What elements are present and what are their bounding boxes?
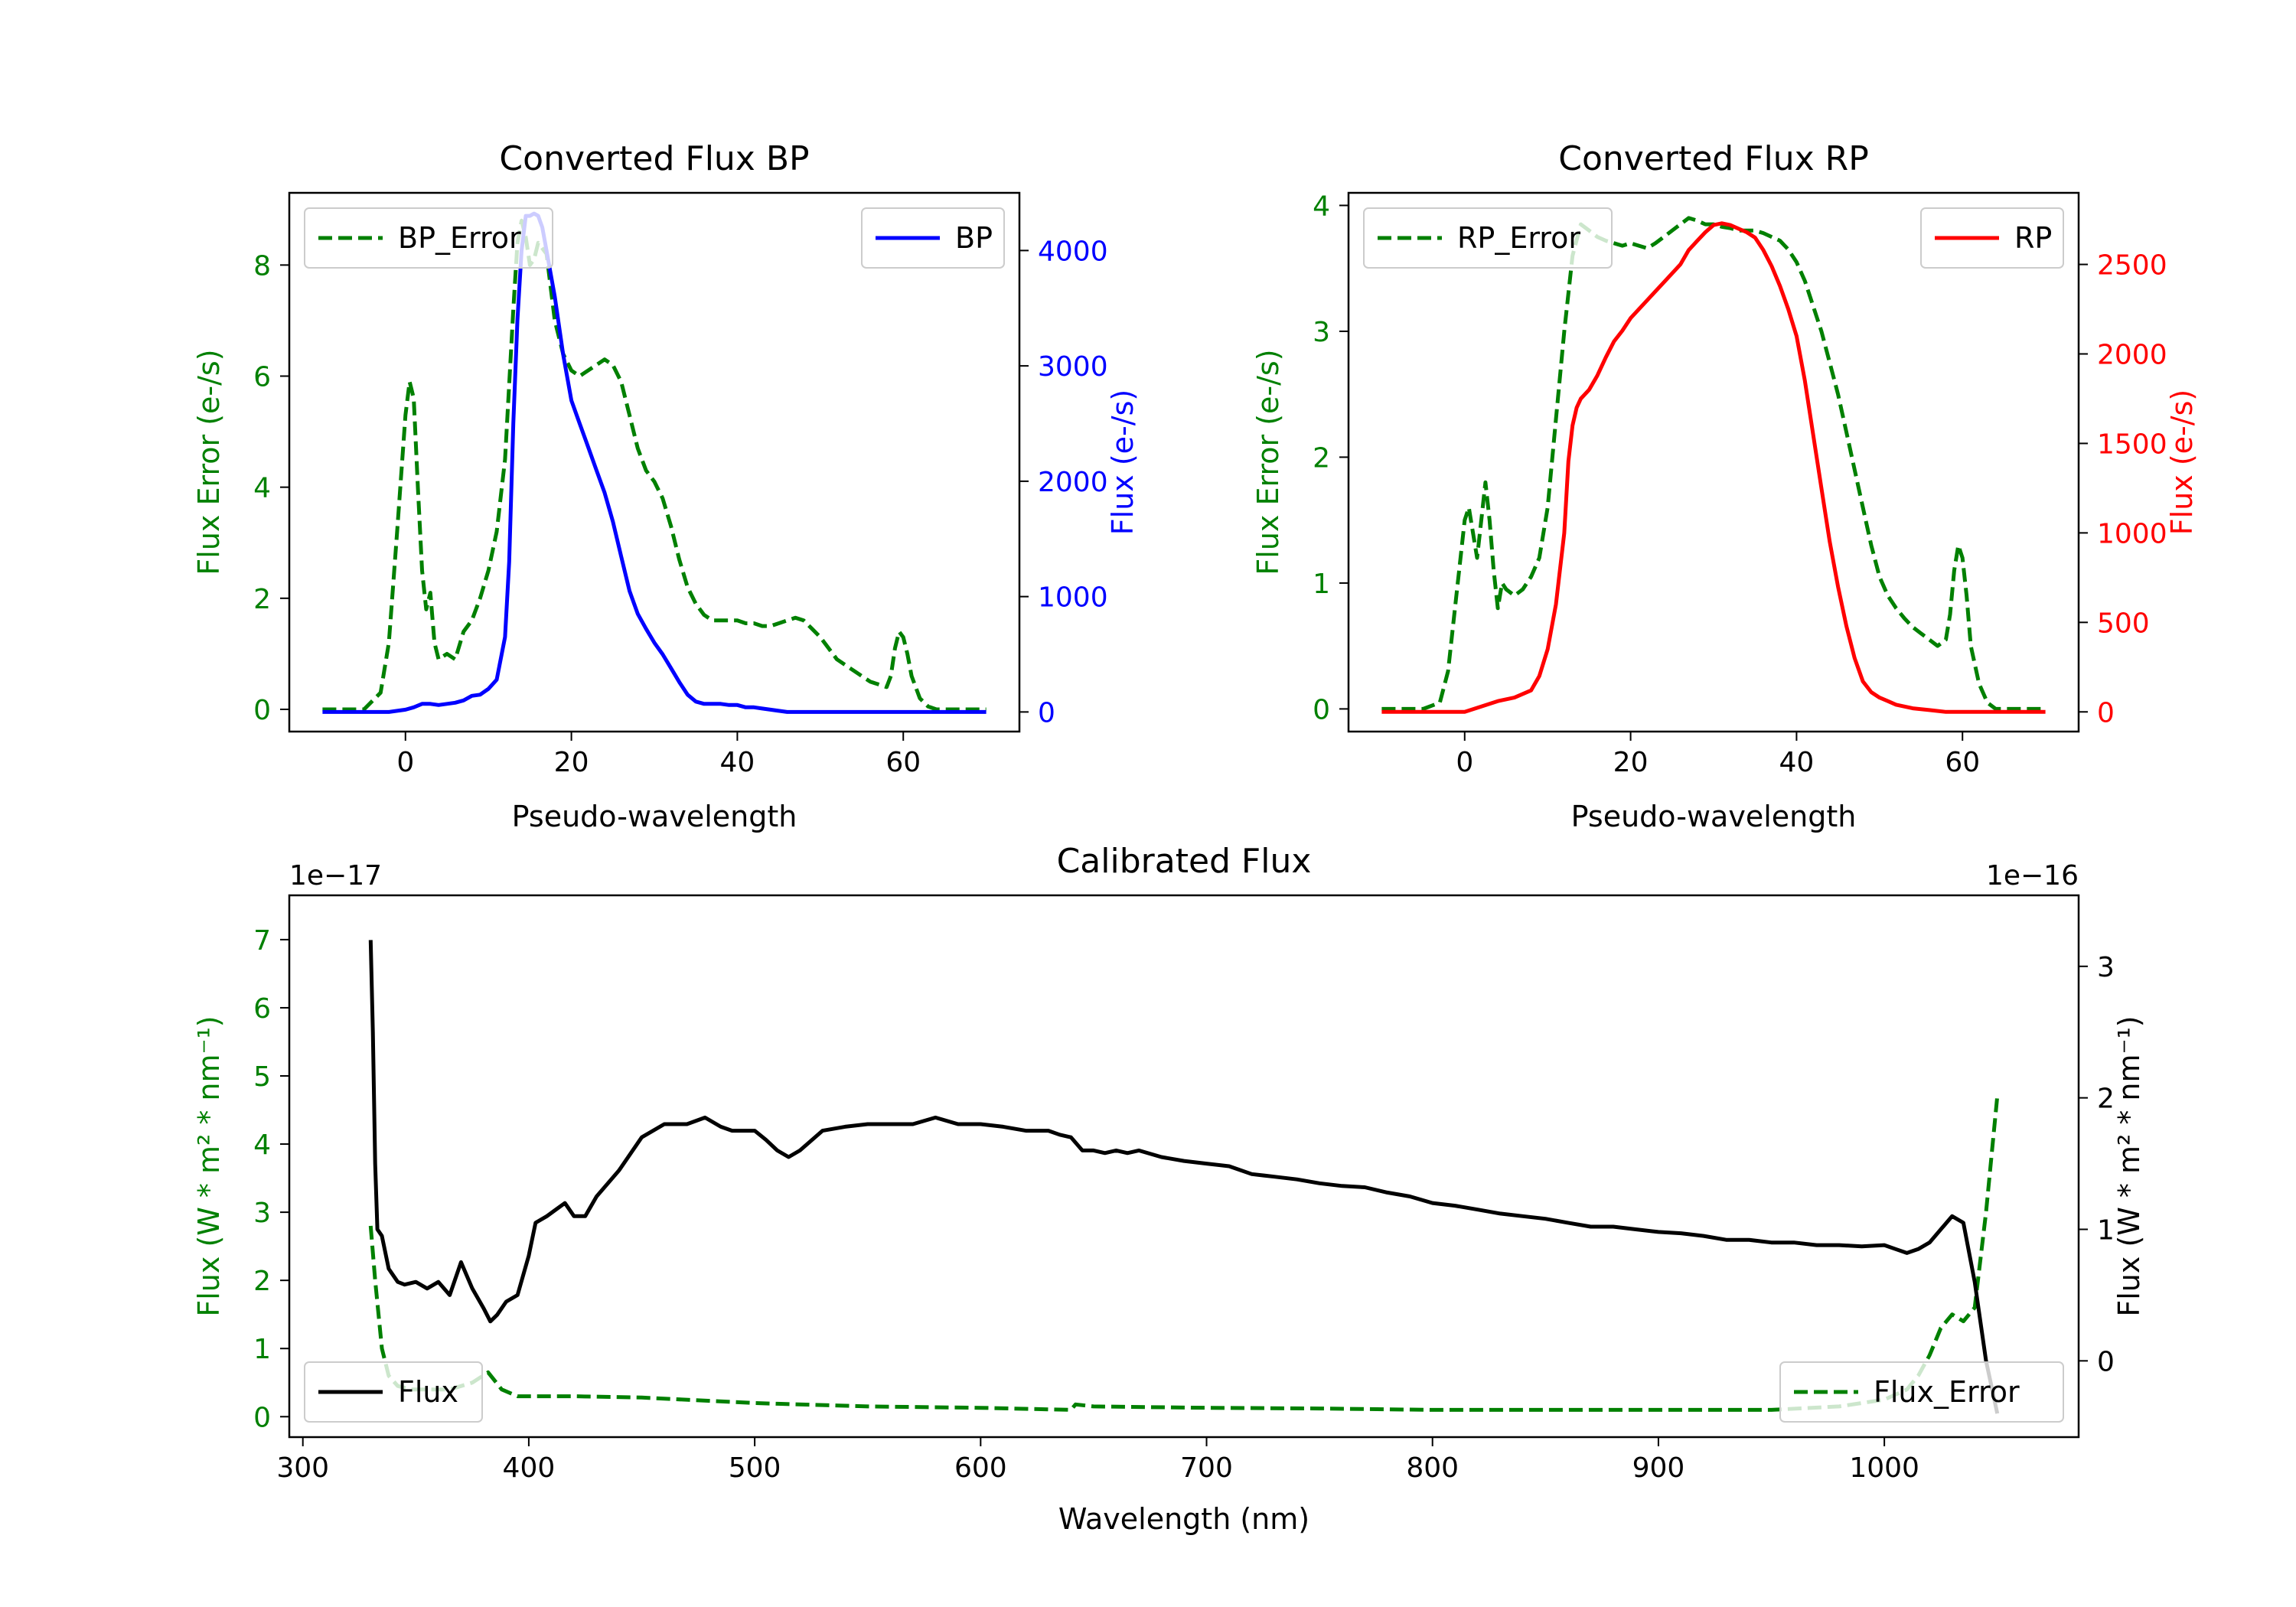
calibrated-left-ytick-label: 2 (253, 1266, 271, 1297)
calibrated-xtick-label: 300 (276, 1452, 329, 1484)
bp-left-ytick-label: 4 (253, 473, 271, 504)
bp-xlabel: Pseudo-wavelength (512, 800, 797, 833)
calibrated-legend-right-label: Flux_Error (1874, 1375, 2020, 1409)
calibrated-right-offset: 1e−16 (1986, 860, 2079, 892)
calibrated-legend-right-box (1779, 1361, 2064, 1423)
calibrated-right-ytick-label: 2 (2097, 1084, 2115, 1115)
rp-series-rp-error (1381, 216, 2046, 711)
rp-left-ytick-label: 3 (1313, 317, 1330, 348)
calibrated-right-ytick-label: 3 (2097, 952, 2115, 983)
calibrated-left-ytick-label: 0 (253, 1402, 271, 1433)
rp-right-ylabel: Flux (e-/s) (2165, 390, 2199, 535)
calibrated-xtick-label: 600 (954, 1452, 1007, 1484)
bp-right-ylabel: Flux (e-/s) (1106, 390, 1140, 535)
bp-right-ytick-label: 4000 (1038, 236, 1108, 267)
bp-legend-right: BP (861, 207, 1005, 269)
calibrated-legend-right: Flux_Error (1779, 1361, 2064, 1423)
bp-left-ytick-label: 8 (253, 250, 271, 282)
bp-right-ytick-label: 1000 (1038, 582, 1108, 614)
calibrated-left-ytick-label: 5 (253, 1061, 271, 1093)
rp-legend-right: RP (1920, 207, 2064, 269)
calibrated-left-ytick-label: 6 (253, 993, 271, 1025)
rp-series-rp (1381, 221, 2046, 714)
calibrated-xtick-label: 800 (1406, 1452, 1459, 1484)
calibrated-xtick-label: 1000 (1849, 1452, 1919, 1484)
bp-right-ytick-label: 0 (1038, 697, 1055, 729)
bp-legend-left-box (304, 207, 553, 269)
rp-plot-frame (1347, 191, 2080, 733)
bp-xtick-label: 20 (554, 747, 589, 778)
calibrated-right-ytick-label: 0 (2097, 1346, 2115, 1377)
calibrated-series-flux-error (368, 1096, 2000, 1412)
rp-left-ytick-label: 1 (1313, 569, 1330, 600)
calibrated-left-ytick-label: 3 (253, 1198, 271, 1229)
rp-left-ylabel: Flux Error (e-/s) (1251, 349, 1285, 575)
calibrated-left-ytick-label: 4 (253, 1129, 271, 1161)
bp-legend-left-label: BP_Error (398, 221, 521, 255)
bp-xtick-label: 60 (885, 747, 921, 778)
bp-title: Converted Flux BP (499, 139, 809, 178)
calibrated-xtick-label: 900 (1632, 1452, 1685, 1484)
bp-left-ylabel: Flux Error (e-/s) (192, 349, 226, 575)
rp-right-ytick-label: 1000 (2097, 518, 2167, 549)
calibrated-left-ytick-label: 7 (253, 925, 271, 957)
calibrated-xtick-label: 700 (1180, 1452, 1233, 1484)
rp-left-ytick-label: 0 (1313, 694, 1330, 725)
rp-right-ytick-label: 1500 (2097, 429, 2167, 460)
rp-xtick-label: 60 (1945, 747, 1980, 778)
bp-plot-frame (288, 191, 1021, 733)
rp-right-ytick-label: 500 (2097, 608, 2150, 639)
calibrated-legend-left: Flux (304, 1361, 483, 1423)
rp-legend-left: RP_Error (1363, 207, 1613, 269)
rp-legend-left-box (1363, 207, 1613, 269)
rp-right-ytick-label: 2500 (2097, 250, 2167, 282)
calibrated-series-flux (368, 940, 2000, 1414)
calibrated-legend-left-label: Flux (398, 1375, 458, 1409)
bp-right-ytick-label: 2000 (1038, 467, 1108, 498)
calibrated-xlabel: Wavelength (nm) (1058, 1502, 1309, 1536)
bp-chart: Converted Flux BP0 20 40 60Pseudo-wavelengt… (192, 139, 1140, 833)
rp-xtick-label: 0 (1456, 747, 1473, 778)
rp-right-ytick-label: 2000 (2097, 339, 2167, 370)
rp-xtick-label: 20 (1613, 747, 1649, 778)
bp-right-ytick-label: 3000 (1038, 351, 1108, 383)
rp-legend-left-label: RP_Error (1457, 221, 1580, 255)
calibrated-legend-left-box (304, 1361, 483, 1423)
calibrated-xtick-label: 400 (503, 1452, 556, 1484)
calibrated-xtick-label: 500 (729, 1452, 781, 1484)
rp-xlabel: Pseudo-wavelength (1571, 800, 1857, 833)
bp-legend-right-label: BP (955, 221, 993, 255)
calibrated-plot-frame (288, 894, 2080, 1439)
rp-left-ytick-label: 2 (1313, 442, 1330, 474)
calibrated-left-ylabel: Flux (W * m² * nm⁻¹) (192, 1015, 226, 1316)
rp-chart: Converted Flux RP0 20 40 60Pseudo-wavelengt… (1251, 139, 2199, 833)
calibrated-left-ytick-label: 1 (253, 1334, 271, 1365)
calibrated-right-ylabel: Flux (W * m² * nm⁻¹) (2112, 1015, 2146, 1316)
rp-right-ytick-label: 0 (2097, 697, 2115, 729)
calibrated-right-ytick-label: 1 (2097, 1214, 2115, 1246)
rp-xtick-label: 40 (1779, 747, 1815, 778)
bp-left-ytick-label: 6 (253, 362, 271, 393)
bp-xtick-label: 40 (720, 747, 755, 778)
calibrated-title: Calibrated Flux (1057, 842, 1312, 881)
bp-xtick-label: 0 (396, 747, 414, 778)
rp-left-ytick-label: 4 (1313, 191, 1330, 222)
rp-title: Converted Flux RP (1558, 139, 1869, 178)
bp-series-bp (322, 211, 987, 714)
rp-legend-right-label: RP (2014, 221, 2052, 255)
bp-left-ytick-label: 0 (253, 695, 271, 726)
bp-legend-left: BP_Error (304, 207, 553, 269)
bp-left-ytick-label: 2 (253, 584, 271, 615)
calibrated-left-offset: 1e−17 (289, 860, 382, 892)
